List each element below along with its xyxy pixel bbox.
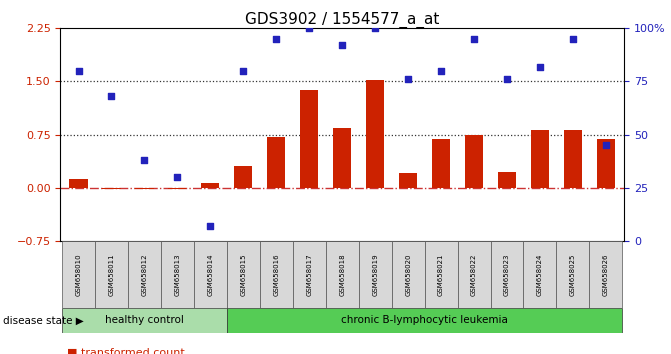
Bar (359, 241, 392, 308)
Bar (128, 241, 161, 308)
Title: GDS3902 / 1554577_a_at: GDS3902 / 1554577_a_at (245, 12, 440, 28)
Text: GSM658011: GSM658011 (109, 253, 115, 296)
Bar (260, 241, 293, 308)
Point (73, 68, 84, 74)
Bar (70, 179, 88, 188)
Bar (201, 183, 219, 188)
Bar (136, 188, 154, 189)
Point (435, 68, 446, 74)
Point (502, 76, 513, 82)
Bar (432, 139, 450, 188)
Bar (498, 172, 516, 188)
Bar (458, 241, 491, 308)
Bar (589, 241, 623, 308)
Bar (564, 130, 582, 188)
Point (568, 36, 578, 42)
Point (403, 76, 413, 82)
Text: GSM658018: GSM658018 (340, 253, 345, 296)
Bar (325, 241, 359, 308)
Point (370, 25, 380, 31)
Bar (300, 90, 318, 188)
Text: GSM658020: GSM658020 (405, 253, 411, 296)
Point (205, 223, 216, 229)
Text: healthy control: healthy control (105, 315, 184, 325)
Bar (556, 241, 589, 308)
Point (238, 68, 249, 74)
Text: GSM658022: GSM658022 (471, 253, 477, 296)
Text: GSM658014: GSM658014 (207, 253, 213, 296)
Text: disease state ▶: disease state ▶ (3, 315, 84, 325)
Text: GSM658012: GSM658012 (142, 253, 148, 296)
Bar (62, 241, 95, 308)
Point (601, 142, 611, 148)
Bar (103, 188, 121, 189)
Bar (62, 308, 227, 333)
Bar (465, 135, 483, 188)
Bar (392, 241, 425, 308)
Point (468, 36, 479, 42)
Bar (168, 188, 187, 189)
Point (304, 25, 315, 31)
Text: GSM658017: GSM658017 (306, 253, 312, 296)
Bar (267, 137, 285, 188)
Point (271, 36, 282, 42)
Bar (425, 241, 458, 308)
Bar (399, 173, 417, 188)
Text: GSM658023: GSM658023 (504, 253, 510, 296)
Text: ■ transformed count: ■ transformed count (67, 347, 185, 354)
Text: GSM658010: GSM658010 (76, 253, 81, 296)
Bar (227, 308, 623, 333)
Text: GSM658013: GSM658013 (174, 253, 180, 296)
Text: GSM658024: GSM658024 (537, 253, 543, 296)
Text: GSM658026: GSM658026 (603, 253, 609, 296)
Point (106, 93, 117, 99)
Point (172, 174, 183, 180)
Bar (597, 139, 615, 188)
Point (139, 157, 150, 163)
Point (337, 42, 348, 48)
Bar (293, 241, 325, 308)
Bar (227, 241, 260, 308)
Text: GSM658025: GSM658025 (570, 253, 576, 296)
Bar (491, 241, 523, 308)
Bar (366, 80, 384, 188)
Bar (531, 130, 549, 188)
Text: GSM658021: GSM658021 (438, 253, 444, 296)
Point (535, 64, 546, 69)
Text: GSM658019: GSM658019 (372, 253, 378, 296)
Text: GSM658015: GSM658015 (240, 253, 246, 296)
Text: GSM658016: GSM658016 (273, 253, 279, 296)
Bar (161, 241, 194, 308)
Bar (234, 166, 252, 188)
Bar (333, 128, 352, 188)
Bar (95, 241, 128, 308)
Bar (194, 241, 227, 308)
Text: chronic B-lymphocytic leukemia: chronic B-lymphocytic leukemia (341, 315, 508, 325)
Bar (523, 241, 556, 308)
